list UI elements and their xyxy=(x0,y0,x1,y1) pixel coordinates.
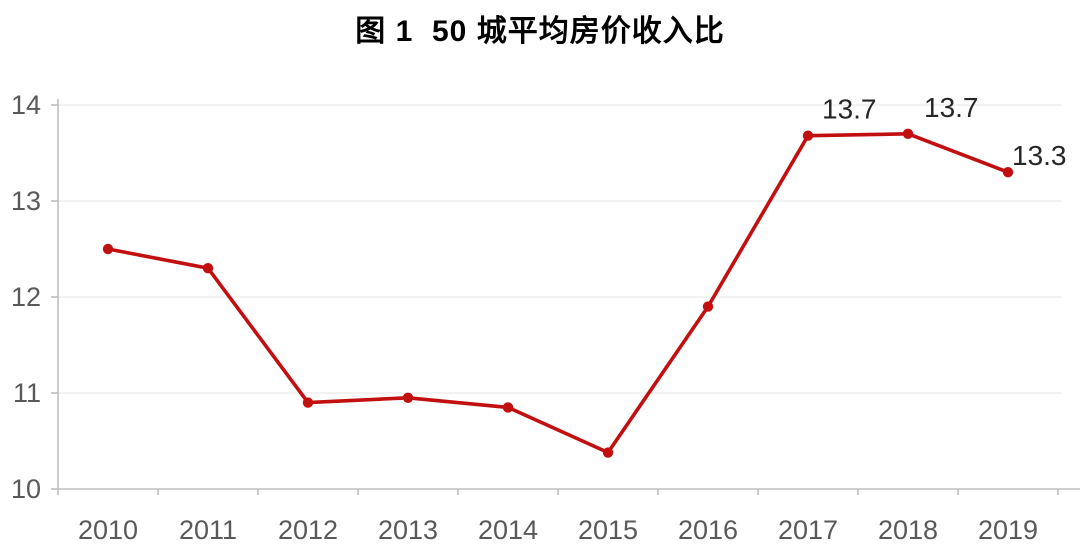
x-tick-label: 2012 xyxy=(278,515,338,545)
x-tick-label: 2016 xyxy=(678,515,738,545)
data-point xyxy=(602,447,614,458)
data-point xyxy=(302,397,314,408)
data-label: 13.3 xyxy=(1012,140,1067,171)
y-tick-label: 12 xyxy=(11,282,41,312)
y-tick-label: 14 xyxy=(11,90,41,120)
data-label: 13.7 xyxy=(822,94,877,125)
data-point xyxy=(402,392,414,403)
chart-title: 图 1 50 城平均房价收入比 xyxy=(355,15,725,48)
data-point xyxy=(202,263,214,274)
y-tick-label: 13 xyxy=(11,186,41,216)
x-tick-label: 2014 xyxy=(478,515,538,545)
x-tick-label: 2011 xyxy=(179,515,237,545)
data-point xyxy=(1002,167,1014,178)
y-tick-label: 11 xyxy=(13,378,41,408)
data-point xyxy=(102,243,114,255)
x-tick-label: 2010 xyxy=(78,515,138,545)
data-line xyxy=(106,132,1010,455)
x-tick-label: 2018 xyxy=(878,515,938,545)
data-label: 13.7 xyxy=(924,92,979,123)
x-tick-label: 2017 xyxy=(778,515,838,545)
x-tick-label: 2013 xyxy=(378,515,438,545)
data-point xyxy=(502,402,514,413)
data-point xyxy=(902,128,914,139)
data-point xyxy=(802,130,814,141)
y-tick-label: 10 xyxy=(11,474,41,504)
x-tick-label: 2015 xyxy=(578,515,638,545)
x-tick-label: 2019 xyxy=(978,515,1038,545)
data-point xyxy=(702,301,714,312)
